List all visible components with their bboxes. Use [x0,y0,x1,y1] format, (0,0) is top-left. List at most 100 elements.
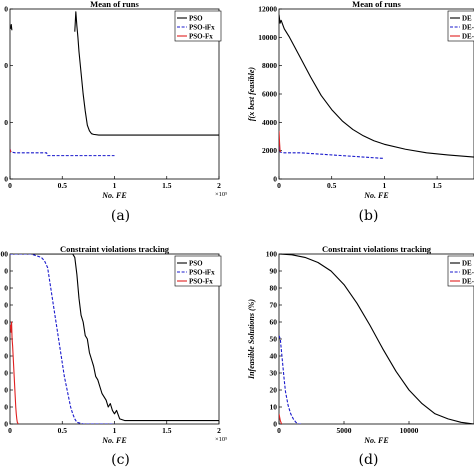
panel-caption: (c) [111,452,130,468]
y-tick-label: 0 [4,118,8,127]
y-tick-label: 40 [270,352,278,361]
x-tick-label: 1.5 [162,426,172,435]
x-tick-label: 0 [8,426,12,435]
x-axis-label: No. FE [101,436,126,445]
legend-label: DE [462,260,472,268]
y-tick-label: 80 [270,284,278,293]
y-tick-label: 30 [270,369,278,378]
x-tick-label: 0 [277,181,281,190]
series-line-pso-ifx-1 [10,149,115,157]
y-tick-label: 0 [4,386,8,395]
legend-label: PSO-Fx [189,278,213,286]
y-axis-label: f(x best feasible) [247,67,256,122]
x-tick-label: 1.5 [162,181,172,190]
legend-label: DE [462,15,472,23]
x-tick-label: 1 [113,426,117,435]
series-line-pso-0 [10,254,219,422]
x-tick-label: 0 [277,426,281,435]
y-tick-label: 0 [4,403,8,412]
x-axis-label: No. FE [101,191,126,200]
series-line-de-2 [279,130,282,153]
series-line-pso-ifx-1 [10,254,115,424]
y-tick-label: 0 [4,352,8,361]
y-tick-label: 6000 [262,90,277,99]
chart-panel-d: Constraint violations tracking 0 5000 10000… [247,244,474,468]
x-tick-label: 1 [113,181,117,190]
x-tick-label: 2 [217,181,221,190]
legend-label: PSO [189,15,203,23]
plot-frame [278,253,474,425]
legend-label: PSO-iFx [189,269,215,277]
series-line-de-0 [279,254,474,424]
y-tick-label: 70 [270,301,278,310]
series-line-de-1 [279,146,385,160]
panel-caption: (d) [359,452,379,468]
legend-label: PSO [189,260,203,268]
y-tick-label: 4000 [262,118,277,127]
legend-label: DE- [462,33,474,41]
y-tick-label: 0 [4,175,8,184]
legend-label: DE- [462,269,474,277]
y-tick-label: 10 [270,403,278,412]
x-axis-label: No. FE [363,191,388,200]
chart-panel-c: Constraint violations tracking 0 0.5 1 1.5 2 0… [1,244,228,468]
x-tick-label: 2 [217,426,221,435]
series-group [10,11,219,157]
x-tick-label: 0 [8,181,12,190]
y-tick-label: 8000 [262,61,277,70]
y-tick-label: 0 [4,267,8,276]
y-tick-label: 00 [1,250,9,259]
chart-title: Mean of runs [352,0,401,9]
series-line-de-1 [279,335,303,424]
y-tick-label: 12000 [258,5,277,14]
series-line-pso-fx-2 [10,321,19,424]
y-tick-label: 50 [270,335,278,344]
y-tick-label: 0 [4,284,8,293]
x-axis-label: No. FE [363,436,388,445]
y-tick-label: 0 [4,318,8,327]
y-tick-label: 0 [4,420,8,429]
legend-label: PSO-iFx [189,24,215,32]
series-line-pso-0 [10,11,219,136]
x-tick-label: 0.5 [58,426,68,435]
y-tick-label: 60 [270,318,278,327]
chart-title: Mean of runs [90,0,139,9]
y-tick-label: 0 [4,369,8,378]
y-tick-label: 2000 [262,146,277,155]
legend-label: DE- [462,24,474,32]
legend-label: PSO-Fx [189,33,213,41]
y-tick-label: 0 [4,301,8,310]
y-tick-label: 0 [273,175,277,184]
y-tick-label: 0 [4,5,8,14]
x-axis-multiplier: ×10⁵ [215,436,227,443]
x-tick-label: 10000 [400,426,419,435]
x-axis-multiplier: ×10⁵ [215,191,227,198]
y-tick-label: 90 [270,267,278,276]
series-line-pso-fx-2 [10,149,12,153]
chart-title: Constraint violations tracking [60,244,170,254]
series-group [279,254,474,424]
legend-label: DE- [462,278,474,286]
x-tick-label: 1.5 [432,181,442,190]
x-tick-label: 0.5 [58,181,68,190]
x-tick-label: 1 [383,181,387,190]
series-line-de-0 [279,14,474,158]
series-group [10,254,219,424]
y-tick-label: 0 [4,61,8,70]
chart-panel-b: Mean of runs 0 0.5 1 1.5 0 2000 4000 6000 8000 100… [247,0,474,224]
y-tick-label: 0 [4,335,8,344]
x-tick-label: 0.5 [327,181,337,190]
chart-title: Constraint violations tracking [322,244,432,254]
y-tick-label: 100 [266,250,278,259]
y-axis-label: Infeasible Solutions (%) [247,299,256,380]
panel-caption: (a) [111,208,130,224]
y-tick-label: 10000 [258,33,277,42]
series-group [279,14,474,160]
y-tick-label: 20 [270,386,278,395]
